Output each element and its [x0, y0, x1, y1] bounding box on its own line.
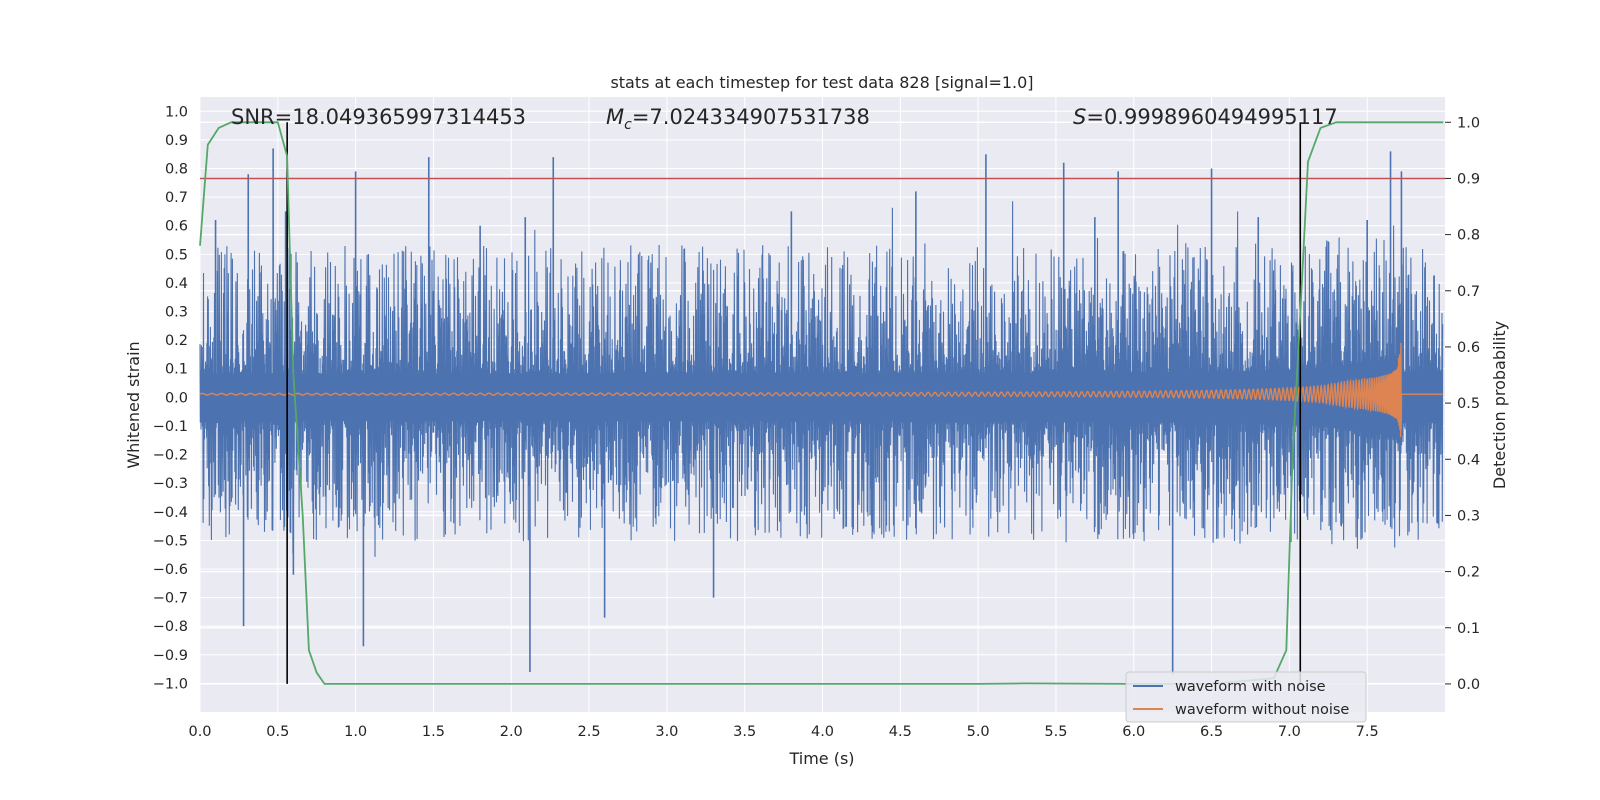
snr-annotation: SNR=18.049365997314453 [231, 105, 526, 129]
y-right-tick-label: 0.8 [1457, 228, 1480, 244]
legend-label-noise: waveform with noise [1175, 679, 1326, 695]
x-tick-label: 5.5 [1044, 724, 1067, 740]
x-tick-label: 0.5 [266, 724, 289, 740]
y-left-tick-label: −0.3 [153, 476, 188, 492]
series-detection-probability [199, 121, 1444, 685]
legend: waveform with noise waveform without noi… [1125, 671, 1367, 723]
x-tick-label: 3.0 [655, 724, 678, 740]
y-right-tick-label: 0.0 [1457, 677, 1480, 693]
series-waveform-with-noise [199, 148, 1444, 675]
y-left-tick-label: −0.2 [153, 448, 188, 464]
detection-probability-line [199, 121, 1444, 685]
y-right-tick-label: 0.9 [1457, 171, 1480, 187]
noise-waveform-line [199, 201, 1444, 557]
x-tick-label: 6.0 [1122, 724, 1145, 740]
x-tick-label: 4.5 [889, 724, 912, 740]
y-right-tick-label: 0.4 [1457, 452, 1480, 468]
y-right-tick-label: 0.5 [1457, 396, 1480, 412]
y-left-tick-label: −0.6 [153, 562, 188, 578]
legend-label-clean: waveform without noise [1175, 702, 1349, 718]
y-left-tick-label: 0.4 [165, 276, 188, 292]
x-tick-label: 1.5 [422, 724, 445, 740]
y-left-tick-label: 1.0 [165, 104, 188, 120]
x-tick-label: 3.5 [733, 724, 756, 740]
y-left-tick-label: −0.1 [153, 419, 188, 435]
x-tick-label: 4.0 [811, 724, 834, 740]
y-left-tick-label: 0.1 [165, 362, 188, 378]
y-left-tick-label: −0.7 [153, 591, 188, 607]
x-tick-label: 0.0 [188, 724, 211, 740]
x-tick-label: 6.5 [1200, 724, 1223, 740]
y-right-tick-label: 0.3 [1457, 508, 1480, 524]
y-left-tick-label: 0.2 [165, 333, 188, 349]
s-annotation: S=0.9998960494995117 [1073, 105, 1338, 129]
y-left-tick-label: −0.5 [153, 533, 188, 549]
y-right-tick-label: 0.7 [1457, 284, 1480, 300]
y-right-tick-label: 0.6 [1457, 340, 1480, 356]
y-left-tick-label: −0.9 [153, 648, 188, 664]
chart-title: stats at each timestep for test data 828… [610, 73, 1033, 92]
x-tick-label: 2.0 [500, 724, 523, 740]
y-axis-left-ticks: 1.0 0.9 0.8 0.7 0.6 0.5 0.4 0.3 0.2 0.1 0.0 −0.1 −0.… [153, 104, 188, 692]
y-left-tick-label: 0.7 [165, 190, 188, 206]
x-tick-label: 7.5 [1356, 724, 1379, 740]
y-left-tick-label: 0.0 [165, 390, 188, 406]
clean-waveform-line [199, 342, 1443, 438]
y-left-tick-label: 0.5 [165, 247, 188, 263]
series-waveform-without-noise [199, 342, 1443, 438]
legend-box [1125, 671, 1367, 723]
x-axis-ticks: 0.0 0.5 1.0 1.5 2.0 2.5 3.0 3.5 4.0 4.5 5.0 5.5 6.0 6… [188, 724, 1378, 740]
x-tick-label: 2.5 [578, 724, 601, 740]
y-right-tick-label: 1.0 [1457, 115, 1480, 131]
y-left-tick-label: −0.8 [153, 619, 188, 635]
y-left-tick-label: 0.8 [165, 162, 188, 178]
x-axis-label: Time (s) [788, 749, 854, 768]
y-left-tick-label: −1.0 [153, 676, 188, 692]
mc-annotation: Mc=7.024334907531738 [606, 105, 870, 133]
y-left-tick-label: −0.4 [153, 505, 188, 521]
y-left-tick-label: 0.9 [165, 133, 188, 149]
y-left-tick-label: 0.6 [165, 219, 188, 235]
overlay-lines [200, 122, 1445, 684]
y-right-tick-label: 0.1 [1457, 621, 1480, 637]
y-axis-left-label: Whitened strain [124, 341, 143, 468]
x-tick-label: 1.0 [344, 724, 367, 740]
x-tick-label: 7.0 [1278, 724, 1301, 740]
y-axis-right-ticks: 1.0 0.9 0.8 0.7 0.6 0.5 0.4 0.3 0.2 0.1 0.0 [1445, 115, 1480, 693]
y-right-tick-label: 0.2 [1457, 565, 1480, 581]
y-axis-right-label: Detection probability [1490, 321, 1509, 489]
y-left-tick-label: 0.3 [165, 305, 188, 321]
x-tick-label: 5.0 [967, 724, 990, 740]
